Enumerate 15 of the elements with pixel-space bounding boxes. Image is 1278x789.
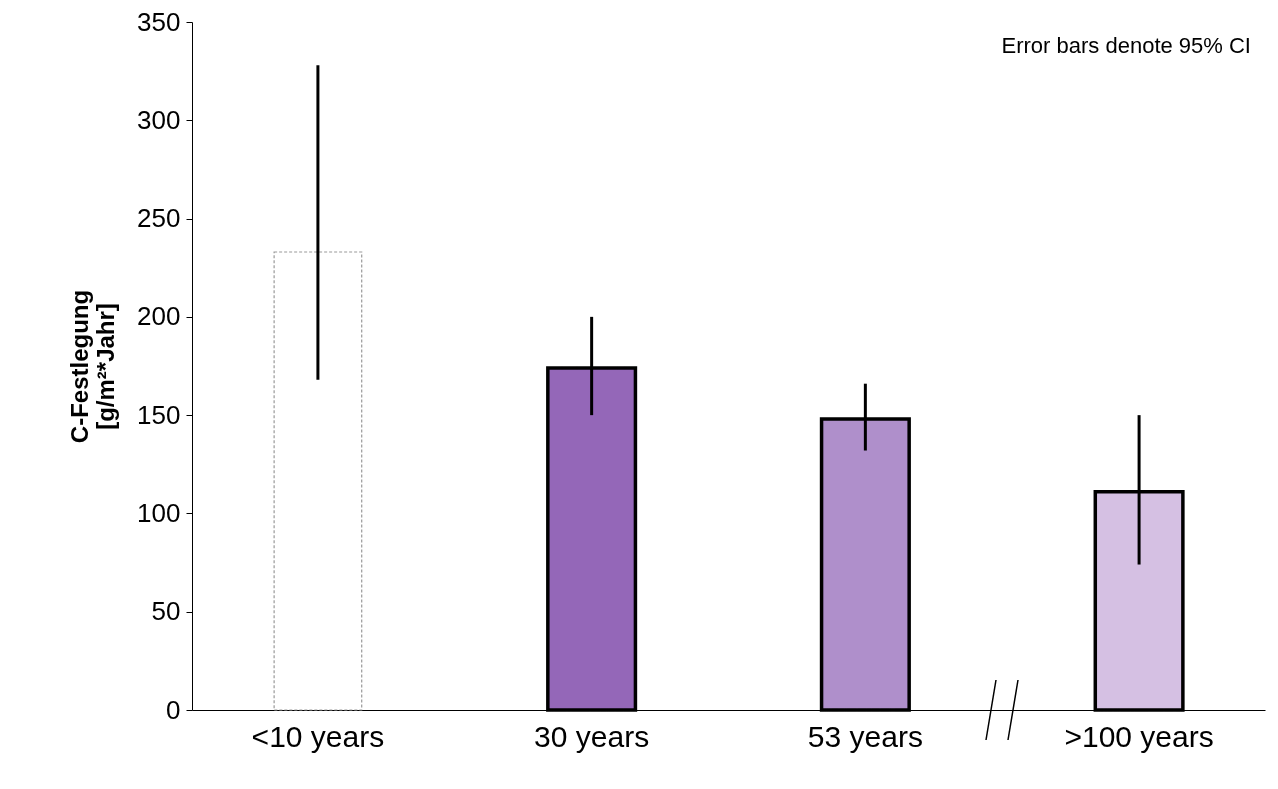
y-tick-label: 0 <box>166 694 181 725</box>
y-tick-label: 250 <box>137 203 181 234</box>
x-tick-label: 53 years <box>807 719 923 753</box>
y-tick-label: 150 <box>137 399 181 430</box>
y-axis-title: C-Festlegung [g/m²*Jahr] <box>66 289 120 444</box>
y-tick-label: 350 <box>137 6 181 37</box>
x-tick-label: 30 years <box>534 719 650 753</box>
y-tick-label: 300 <box>137 104 181 135</box>
x-tick-label: >100 years <box>1064 719 1214 753</box>
annotation: Error bars denote 95% CI <box>1001 33 1251 58</box>
bar <box>273 251 363 711</box>
y-tick-label: 100 <box>137 497 181 528</box>
y-tick-label: 200 <box>137 301 181 332</box>
y-tick-label: 50 <box>151 596 181 627</box>
x-tick-label: <10 years <box>251 719 385 753</box>
